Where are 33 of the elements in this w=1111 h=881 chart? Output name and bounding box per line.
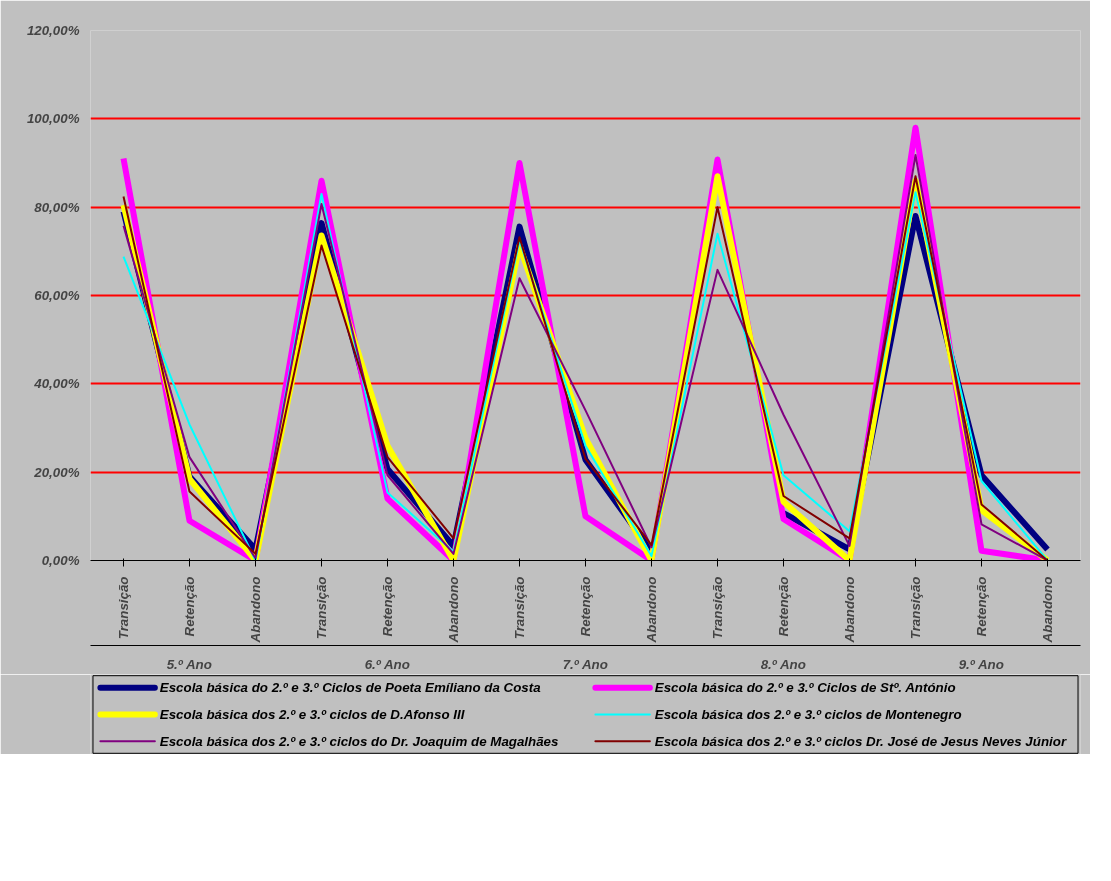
x-tick-label: Transição xyxy=(314,576,329,640)
x-tick-label: Abandono xyxy=(248,576,263,644)
x-tick-label: Retenção xyxy=(182,576,197,637)
y-tick-label: 100,00% xyxy=(26,111,80,127)
text: 6.º Ano xyxy=(364,656,410,672)
x-tick-label: Abandono xyxy=(842,576,857,644)
text: 9.º Ano xyxy=(958,656,1004,672)
legend-label: Escola básica dos 2.º e 3.º ciclos Dr. José de Jesus Neves Júnior xyxy=(654,733,1067,749)
x-tick-label: Transição xyxy=(908,576,923,640)
x-tick-label: Retenção xyxy=(776,576,791,637)
x-tick-label: Transição xyxy=(116,576,131,640)
text: 7.º Ano xyxy=(562,656,608,672)
x-tick-label: Retenção xyxy=(974,576,989,637)
legend-label: Escola básica dos 2.º e 3.º ciclos de Montenegro xyxy=(654,707,962,722)
y-tick-label: 80,00% xyxy=(34,199,80,215)
legend-label: Escola básica do 2.º e 3.º Ciclos de Poeta Emíliano da Costa xyxy=(159,680,542,696)
text: 5.º Ano xyxy=(166,656,212,672)
legend-label: Escola básica do 2.º e 3.º Ciclos de Stº. António xyxy=(654,680,956,696)
legend-label: Escola básica dos 2.º e 3.º ciclos do Dr. Joaquim de Magalhães xyxy=(159,733,559,749)
x-tick-label: Transição xyxy=(512,576,527,640)
x-tick-label: Transição xyxy=(710,576,725,640)
y-tick-label: 120,00% xyxy=(26,23,80,38)
x-tick-label: Retenção xyxy=(380,576,395,637)
text: 8.º Ano xyxy=(760,656,806,672)
x-tick-label: Retenção xyxy=(578,576,593,637)
x-tick-label: Abandono xyxy=(1040,576,1055,644)
y-tick-label: 0,00% xyxy=(41,553,80,568)
legend-label: Escola básica dos 2.º e 3.º ciclos de D.Afonso III xyxy=(159,707,465,722)
y-tick-label: 40,00% xyxy=(33,376,80,392)
y-tick-label: 20,00% xyxy=(33,464,80,480)
y-tick-label: 60,00% xyxy=(34,288,80,303)
x-tick-label: Abandono xyxy=(644,576,659,644)
x-tick-label: Abandono xyxy=(446,576,461,644)
